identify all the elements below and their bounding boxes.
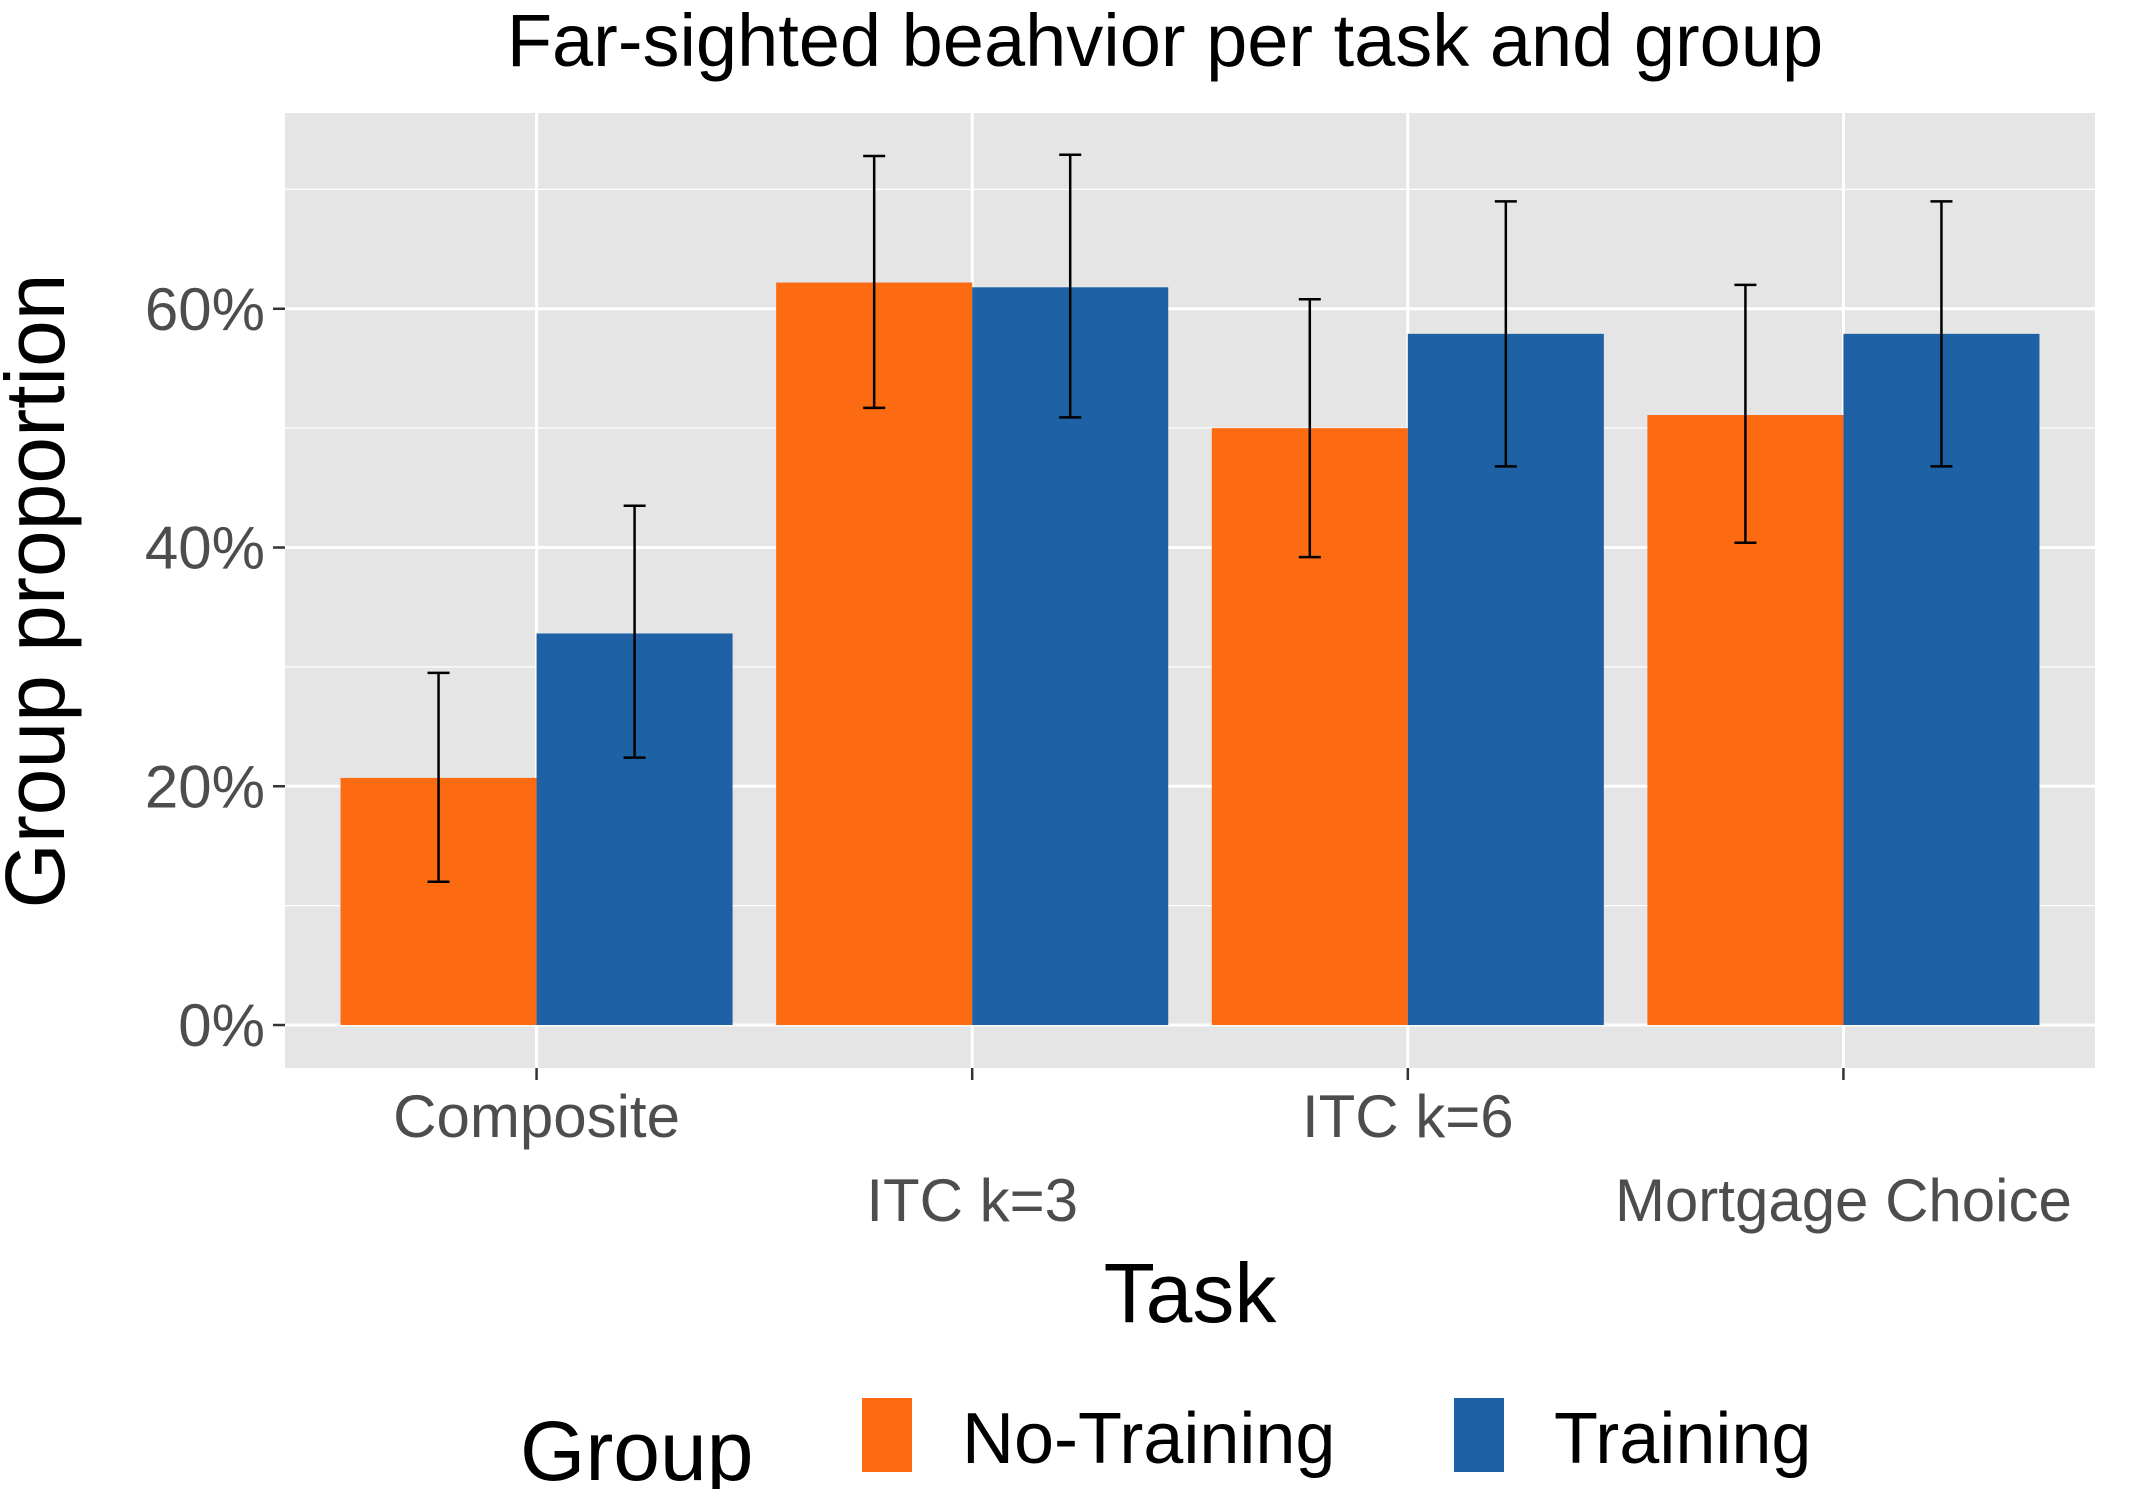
error-bars [427,153,1953,884]
y-axis-title: Group proportion [0,273,82,908]
error-bar [1930,200,1953,468]
error-bar [1494,200,1517,468]
error-bar [1059,153,1082,419]
y-axis: 0% 20% 40% 60% [145,276,285,1059]
y-tick-label: 0% [178,992,265,1059]
y-tick-label: 20% [145,753,265,820]
legend-swatch [862,1398,912,1472]
x-tick-label: ITC k=3 [866,1167,1078,1234]
error-bar [1734,283,1757,544]
legend-title: Group [520,1404,753,1489]
chart-title: Far-sighted beahvior per task and group [507,0,1823,82]
bars [340,282,2040,1026]
error-bar [427,671,450,884]
legend-items: No-Training Training [862,1398,1811,1479]
x-axis: Composite ITC k=3 ITC k=6 Mortgage Choice [393,1068,2072,1234]
x-axis-title: Task [1104,1246,1278,1340]
x-tick-label: Mortgage Choice [1615,1167,2072,1234]
x-tick-label: Composite [393,1083,680,1150]
y-tick-label: 40% [145,515,265,582]
error-bar [623,504,646,759]
x-tick-label: ITC k=6 [1302,1083,1514,1150]
legend: Group No-Training Training [520,1398,1811,1489]
legend-swatch [1454,1398,1504,1472]
legend-label: Training [1554,1399,1811,1479]
error-bar [1298,297,1321,559]
legend-label: No-Training [962,1399,1335,1479]
y-tick-label: 60% [145,276,265,343]
error-bar [863,154,886,410]
